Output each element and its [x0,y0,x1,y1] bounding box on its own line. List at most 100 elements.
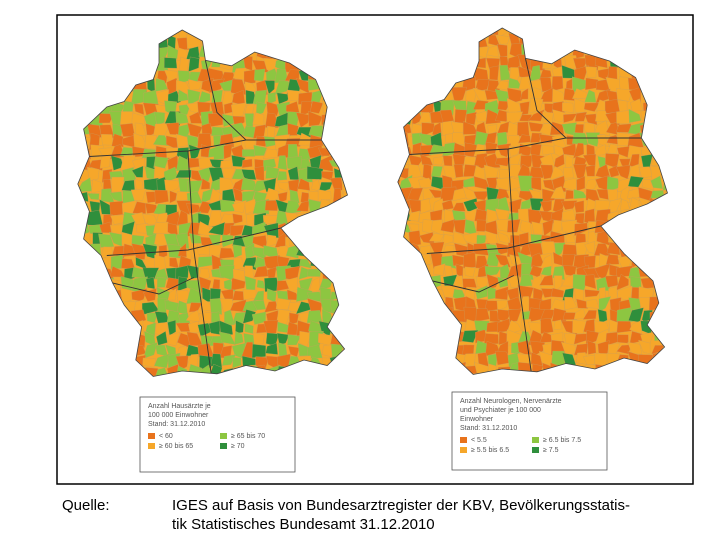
district [508,308,522,323]
district [486,45,499,58]
district [232,244,242,259]
district [188,56,200,72]
district [518,76,532,90]
district [143,177,159,192]
district [540,318,554,334]
district [573,142,585,159]
district [146,312,158,323]
district [276,92,291,105]
district [231,155,246,167]
district [98,233,115,248]
district [432,122,442,137]
district [276,332,290,345]
district [583,102,600,112]
district [450,86,467,103]
district [650,175,663,189]
district [527,109,545,122]
district [264,301,279,313]
district [550,287,565,298]
district [220,288,234,301]
district [617,334,629,344]
district [561,200,578,210]
district [265,342,278,355]
district [287,334,301,346]
district [608,165,620,178]
district [143,342,158,359]
state-border [426,225,601,254]
district [627,341,643,355]
district [584,241,595,254]
district [541,145,555,156]
district [309,100,324,114]
district [186,46,200,60]
district [484,132,497,146]
district [485,220,498,235]
district [277,171,288,181]
legend-title: Stand: 31.12.2010 [148,421,205,428]
district [497,196,510,213]
district [475,308,490,322]
district [520,88,529,100]
legend-swatch [460,447,467,453]
district [462,278,477,290]
district [175,111,189,125]
district [565,154,574,170]
district [244,113,254,128]
legend-title: Einwohner [460,416,494,423]
district [554,242,566,258]
district [230,102,247,117]
district [255,101,267,116]
district [565,189,574,200]
district [223,144,233,160]
district [241,158,253,169]
district [528,166,544,179]
district [495,157,512,167]
district [306,166,324,180]
district [452,209,466,222]
district [408,230,422,247]
district [185,309,201,322]
district [422,163,432,181]
district [176,155,191,172]
district [264,80,275,95]
district [507,219,521,233]
district [145,276,156,290]
district [296,112,311,128]
district [263,148,279,159]
district [265,112,279,128]
district [197,256,213,268]
legend-swatch [532,447,539,453]
district [207,143,226,162]
district [582,154,596,167]
district [463,251,477,269]
district [553,319,563,330]
district [232,213,243,224]
state-border [106,227,281,256]
state-border [409,137,642,155]
district [275,123,292,137]
district [222,188,236,202]
district [583,255,596,269]
district [576,298,589,309]
district [131,112,145,126]
district [288,179,300,192]
district [452,231,468,246]
district [565,78,573,90]
district [144,134,157,150]
district [576,175,586,192]
district [495,286,509,300]
district [563,167,574,179]
district [178,312,191,326]
district [251,343,266,358]
country-outline [77,29,348,377]
district [519,101,530,116]
district [551,76,564,92]
district [584,289,601,298]
district [317,189,332,202]
district [242,289,257,301]
district [464,266,476,278]
district [597,309,608,324]
district [585,132,600,147]
district [428,233,445,242]
district [242,149,256,157]
